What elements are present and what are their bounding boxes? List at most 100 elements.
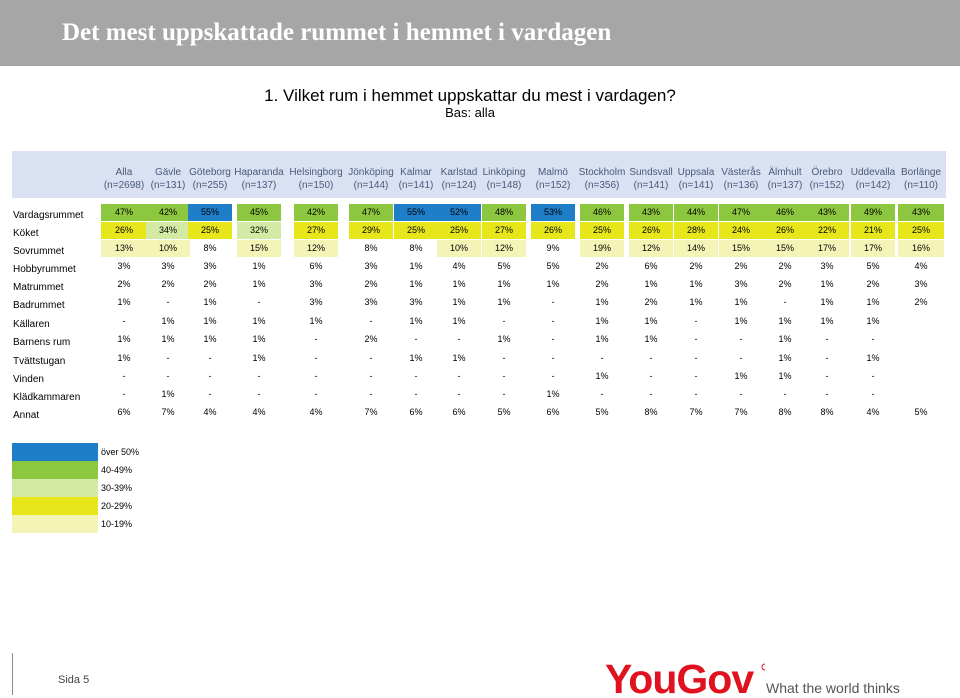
table-cell: 1% (497, 279, 511, 289)
table-cell: 1% (252, 279, 266, 289)
table-cell: 1% (595, 297, 609, 307)
table-cell: 1% (117, 334, 131, 344)
table-cell: 2% (778, 261, 792, 271)
table-cell: 7% (689, 407, 703, 417)
table-cell: - (414, 389, 418, 399)
table-cell: 1% (452, 297, 466, 307)
table-cell: 8% (644, 407, 658, 417)
table-cell: 1% (252, 334, 266, 344)
table-cell: 24% (719, 222, 763, 239)
table-cell: 1% (778, 371, 792, 381)
table-cell: 1% (866, 353, 880, 363)
row-label: Vardagsrummet (13, 210, 84, 221)
table-cell: 53% (531, 204, 575, 221)
table-cell: 1% (409, 279, 423, 289)
table-cell: - (122, 371, 126, 381)
table-cell: 3% (161, 261, 175, 271)
table-cell: - (314, 371, 318, 381)
table-cell: 2% (161, 279, 175, 289)
table-cell: - (257, 297, 261, 307)
column-header: Uddevalla (n=142) (851, 166, 895, 192)
table-cell: - (694, 389, 698, 399)
column-sample-size: (n=142) (855, 180, 891, 191)
table-cell: 1% (409, 353, 423, 363)
column-name: Malmö (537, 167, 568, 178)
table-cell: - (314, 334, 318, 344)
table-cell: 3% (734, 279, 748, 289)
table-cell: - (502, 316, 506, 326)
column-sample-size: (n=124) (441, 180, 477, 191)
table-cell: 1% (734, 297, 748, 307)
column-name: Älmhult (768, 167, 802, 178)
column-header: Linköping (n=148) (483, 166, 526, 192)
table-cell: 42% (146, 204, 190, 221)
table-cell: 4% (866, 407, 880, 417)
table-cell: 12% (629, 240, 673, 257)
column-sample-size: (n=141) (633, 180, 669, 191)
column-sample-size: (n=110) (903, 180, 938, 191)
table-cell: 47% (101, 204, 147, 221)
table-cell: 1% (161, 389, 175, 399)
table-cell: 2% (117, 279, 131, 289)
table-cell: - (871, 371, 875, 381)
table-cell: 27% (482, 222, 526, 239)
column-sample-size: (n=356) (584, 180, 620, 191)
table-cell: 52% (437, 204, 481, 221)
table-cell: 1% (546, 389, 560, 399)
table-cell: 5% (546, 261, 560, 271)
table-cell: 1% (117, 297, 131, 307)
table-cell: 1% (866, 297, 880, 307)
column-sample-size: (n=144) (353, 180, 389, 191)
column-name: Haparanda (234, 167, 284, 178)
table-cell: - (551, 297, 555, 307)
table-cell: - (369, 371, 373, 381)
table-cell: 2% (644, 297, 658, 307)
table-cell: 15% (763, 240, 807, 257)
table-cell: 15% (719, 240, 763, 257)
column-header: Sundsvall (n=141) (629, 166, 672, 192)
table-cell: - (369, 316, 373, 326)
legend-label: 40-49% (101, 465, 133, 475)
table-cell: 7% (161, 407, 175, 417)
table-cell: 8% (820, 407, 834, 417)
table-cell: 3% (309, 297, 323, 307)
column-sample-size: (n=150) (298, 180, 334, 191)
table-cell: - (369, 389, 373, 399)
base-text: Bas: alla (445, 105, 495, 120)
tagline: What the world thinks (766, 680, 900, 696)
row-label: Badrummet (13, 300, 65, 311)
table-cell: 2% (364, 279, 378, 289)
table-cell: - (783, 297, 787, 307)
table-cell: - (314, 353, 318, 363)
table-cell: - (257, 389, 261, 399)
row-label: Barnens rum (13, 337, 71, 348)
row-label: Annat (13, 410, 40, 421)
title-bar: Det mest uppskattade rummet i hemmet i v… (0, 0, 960, 66)
column-sample-size: (n=255) (192, 180, 228, 191)
table-cell: - (457, 334, 461, 344)
table-cell: 2% (866, 279, 880, 289)
table-cell: 3% (309, 279, 323, 289)
table-cell: 55% (188, 204, 232, 221)
table-cell: - (502, 353, 506, 363)
table-cell: 5% (497, 261, 511, 271)
table-cell: 17% (805, 240, 849, 257)
page-number: Sida 5 (58, 674, 90, 686)
table-cell: - (369, 353, 373, 363)
column-sample-size: (n=152) (809, 180, 845, 191)
table-cell: 1% (452, 316, 466, 326)
page-title: Det mest uppskattade rummet i hemmet i v… (62, 19, 612, 46)
question-heading: 1. Vilket rum i hemmet uppskattar du mes… (0, 86, 960, 106)
table-cell: - (783, 389, 787, 399)
table-cell: - (649, 389, 653, 399)
row-label: Hobbyrummet (13, 264, 76, 275)
table-cell: 43% (805, 204, 849, 221)
table-cell: 1% (595, 334, 609, 344)
table-cell: - (825, 353, 829, 363)
table-cell: 25% (394, 222, 438, 239)
table-cell: 5% (866, 261, 880, 271)
legend-swatch (12, 461, 98, 479)
table-cell: 1% (644, 279, 658, 289)
column-name: Uppsala (677, 167, 715, 178)
row-label: Klädkammaren (13, 392, 81, 403)
